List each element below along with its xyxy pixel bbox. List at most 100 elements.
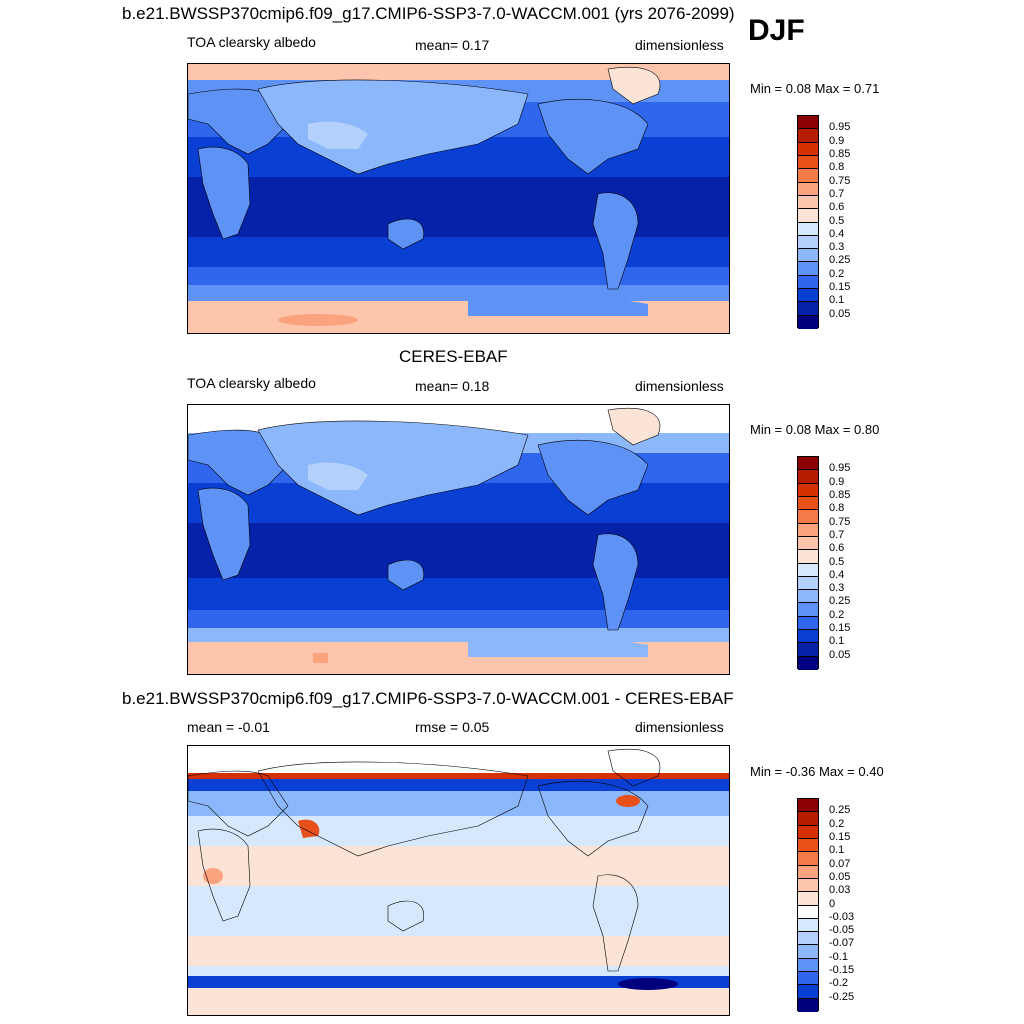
colorbar-tick-label: 0.6 <box>829 542 845 555</box>
colorbar-swatch <box>798 630 818 644</box>
colorbar-tick-label: 0.9 <box>829 475 845 488</box>
colorbar-tick-label: 0.05 <box>829 870 851 883</box>
colorbar-tick-label: 0 <box>829 897 836 910</box>
panel3-units-label: dimensionless <box>635 719 724 735</box>
colorbar-tick-label: 0.8 <box>829 502 845 515</box>
panel3-colorbar <box>797 798 819 1012</box>
colorbar-swatch <box>798 550 818 564</box>
colorbar-swatch <box>798 523 818 537</box>
panel1-minmax-label: Min = 0.08 Max = 0.71 <box>750 81 880 96</box>
colorbar-swatch <box>798 838 818 853</box>
colorbar-swatch <box>798 275 818 290</box>
colorbar-swatch <box>798 643 818 657</box>
panel2-mean-label: mean= 0.18 <box>415 378 490 394</box>
colorbar-swatch <box>798 249 818 263</box>
colorbar-tick-label: 0.1 <box>829 635 845 648</box>
colorbar-swatch <box>798 563 818 577</box>
colorbar-tick-label: 0.85 <box>829 147 851 160</box>
colorbar-tick-label: 0.1 <box>829 844 845 857</box>
colorbar-swatch <box>798 918 818 933</box>
panel1-title: b.e21.BWSSP370cmip6.f09_g17.CMIP6-SSP3-7… <box>122 4 735 23</box>
colorbar-tick-label: 0.7 <box>829 187 845 200</box>
panel1-variable-label: TOA clearsky albedo <box>187 34 316 50</box>
panel3-map <box>187 745 730 1016</box>
colorbar-tick-label: 0.1 <box>829 294 845 307</box>
colorbar-tick-label: -0.25 <box>829 990 855 1003</box>
colorbar-tick-label: 0.07 <box>829 857 851 870</box>
colorbar-tick-label: 0.75 <box>829 174 851 187</box>
colorbar-swatch <box>798 195 818 210</box>
colorbar-tick-label: 0.95 <box>829 121 851 134</box>
colorbar-swatch <box>798 998 818 1012</box>
colorbar-swatch <box>798 235 818 250</box>
colorbar-swatch <box>798 315 818 329</box>
colorbar-swatch <box>798 865 818 879</box>
colorbar-tick-label: 0.15 <box>829 830 851 843</box>
colorbar-swatch <box>798 972 818 986</box>
colorbar-tick-label: 0.05 <box>829 648 851 661</box>
colorbar-tick-label: 0.05 <box>829 307 851 320</box>
panel1-map <box>187 63 730 334</box>
colorbar-swatch <box>798 536 818 551</box>
colorbar-swatch <box>798 470 818 484</box>
colorbar-swatch <box>798 958 818 973</box>
colorbar-swatch <box>798 302 818 316</box>
panel3-minmax-label: Min = -0.36 Max = 0.40 <box>750 764 884 779</box>
colorbar-swatch <box>798 616 818 631</box>
panel2-map-svg <box>188 405 729 674</box>
colorbar-tick-label: -0.15 <box>829 964 855 977</box>
panel1-units-label: dimensionless <box>635 37 724 53</box>
colorbar-swatch <box>798 878 818 893</box>
colorbar-swatch <box>798 852 818 866</box>
colorbar-tick-label: 0.3 <box>829 241 845 254</box>
colorbar-tick-label: 0.7 <box>829 528 845 541</box>
colorbar-tick-label: 0.03 <box>829 884 851 897</box>
colorbar-swatch <box>798 129 818 143</box>
panel2-colorbar <box>797 456 819 670</box>
colorbar-tick-label: 0.25 <box>829 804 851 817</box>
colorbar-swatch <box>798 209 818 223</box>
colorbar-swatch <box>798 262 818 276</box>
panel3-map-svg <box>188 746 729 1015</box>
colorbar-swatch <box>798 590 818 604</box>
colorbar-swatch <box>798 799 818 813</box>
colorbar-swatch <box>798 510 818 524</box>
colorbar-tick-label: 0.8 <box>829 161 845 174</box>
colorbar-tick-label: 0.25 <box>829 595 851 608</box>
colorbar-swatch <box>798 289 818 303</box>
colorbar-swatch <box>798 576 818 591</box>
colorbar-swatch <box>798 985 818 999</box>
panel3-mean-label: mean = -0.01 <box>187 719 270 735</box>
colorbar-swatch <box>798 812 818 826</box>
panel2-map <box>187 404 730 675</box>
colorbar-swatch <box>798 656 818 670</box>
panel2-units-label: dimensionless <box>635 378 724 394</box>
colorbar-swatch <box>798 182 818 196</box>
colorbar-tick-label: 0.75 <box>829 515 851 528</box>
colorbar-swatch <box>798 932 818 946</box>
colorbar-swatch <box>798 825 818 839</box>
panel2-title: CERES-EBAF <box>399 347 508 366</box>
panel3-rmse-label: rmse = 0.05 <box>415 719 490 735</box>
colorbar-tick-label: 0.6 <box>829 201 845 214</box>
colorbar-swatch <box>798 603 818 617</box>
colorbar-swatch <box>798 155 818 170</box>
colorbar-swatch <box>798 905 818 919</box>
colorbar-tick-label: 0.9 <box>829 134 845 147</box>
colorbar-tick-label: -0.07 <box>829 937 855 950</box>
colorbar-tick-label: 0.95 <box>829 462 851 475</box>
colorbar-tick-label: 0.2 <box>829 817 845 830</box>
colorbar-swatch <box>798 483 818 497</box>
colorbar-swatch <box>798 222 818 236</box>
season-label: DJF <box>748 14 805 47</box>
colorbar-swatch <box>798 116 818 130</box>
colorbar-swatch <box>798 892 818 906</box>
panel1-colorbar <box>797 115 819 329</box>
colorbar-swatch <box>798 457 818 471</box>
colorbar-tick-label: 0.5 <box>829 214 845 227</box>
colorbar-tick-label: -0.03 <box>829 910 855 923</box>
colorbar-tick-label: 0.2 <box>829 608 845 621</box>
panel2-minmax-label: Min = 0.08 Max = 0.80 <box>750 422 880 437</box>
colorbar-tick-label: -0.1 <box>829 950 848 963</box>
colorbar-tick-label: 0.3 <box>829 582 845 595</box>
